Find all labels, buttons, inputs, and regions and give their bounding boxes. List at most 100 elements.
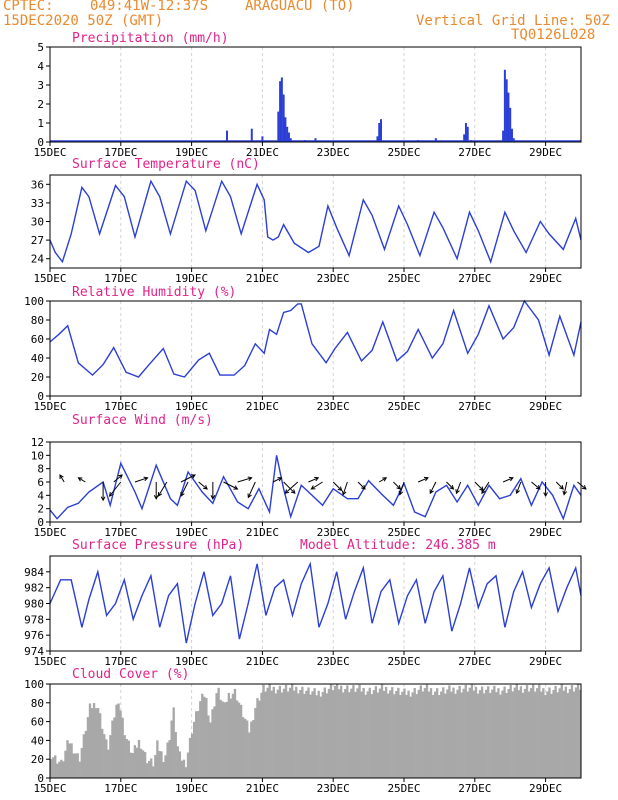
x-tick-label: 19DEC: [175, 655, 208, 668]
panel-title: Cloud Cover (%): [72, 667, 189, 682]
panel-title: Precipitation (mm/h): [72, 31, 229, 46]
cloud-bar: [317, 690, 320, 778]
cloud-bar: [229, 698, 233, 778]
wind-arrow-head: [247, 493, 252, 499]
cloud-bar: [148, 760, 151, 778]
wind-arrow-head: [559, 485, 564, 490]
cloud-bar: [460, 692, 463, 778]
wind-arrow: [308, 477, 319, 483]
wind-arrow: [429, 481, 437, 494]
cloud-bar: [348, 692, 351, 778]
panel-frame: [49, 555, 582, 652]
cloud-bar: [125, 738, 128, 778]
cloud-bar: [152, 766, 155, 778]
cloud-bar: [284, 684, 288, 778]
cloud-bar: [246, 720, 249, 778]
header-source: CPTEC:: [3, 0, 54, 14]
cloud-bar: [274, 693, 277, 778]
cloud-bar: [417, 689, 420, 778]
cloud-bar: [480, 686, 484, 778]
cloud-bar: [368, 687, 371, 778]
precip-bar: [284, 117, 287, 142]
cloud-bar: [544, 695, 547, 778]
cloud-bar: [435, 688, 439, 778]
y-tick-label: 0: [37, 136, 44, 149]
x-tick-label: 19DEC: [175, 146, 208, 159]
cloud-bar: [174, 732, 177, 778]
y-tick-label: 20: [31, 753, 44, 766]
wind-arrow: [531, 481, 541, 490]
wind-arrow-head: [108, 491, 114, 497]
cloud-bar: [303, 693, 306, 778]
cloud-bar: [438, 695, 441, 778]
cloud-bar: [315, 695, 318, 778]
x-tick-label: 15DEC: [33, 782, 66, 795]
cloud-bar: [419, 685, 422, 778]
cloud-bar: [154, 755, 157, 778]
cloud-bar: [50, 759, 53, 778]
x-tick-label: 25DEC: [387, 526, 420, 539]
precip-bar: [314, 138, 317, 142]
y-tick-label: 6: [37, 476, 44, 489]
y-tick-label: 100: [24, 295, 44, 308]
cloud-bar: [268, 684, 271, 778]
cloud-bar: [578, 689, 582, 778]
wind-arrow: [417, 477, 429, 483]
precip-bar: [464, 123, 467, 142]
cloud-bar: [129, 752, 132, 778]
cloud-bar: [354, 691, 357, 778]
cloud-bar: [493, 685, 496, 778]
cloud-bar: [66, 740, 69, 778]
cloud-bar: [534, 691, 537, 778]
panel-frame: [49, 300, 582, 397]
cloud-bar: [266, 687, 269, 778]
cloud-bar: [519, 686, 523, 778]
wind-arrow-head: [562, 490, 568, 496]
wind-arrow-head: [361, 485, 366, 490]
wind-arrow: [283, 481, 296, 494]
cloud-bar: [209, 722, 212, 778]
x-tick-label: 17DEC: [104, 782, 137, 795]
cloud-bar: [376, 692, 380, 778]
cloud-bar: [215, 693, 218, 778]
wind-arrow-head: [314, 476, 320, 482]
cloud-bar: [311, 691, 314, 778]
cloud-bar: [260, 692, 263, 778]
cloud-bar: [54, 755, 57, 778]
cloud-bar: [131, 753, 135, 778]
cloud-bar: [137, 739, 141, 778]
cloud-bar: [458, 685, 461, 778]
precip-bar: [250, 128, 253, 142]
wind-arrow: [342, 481, 348, 495]
cloud-bar: [113, 717, 116, 778]
header-vgrid: Vertical Grid Line: 50Z: [416, 13, 610, 29]
y-tick-label: 2: [37, 503, 44, 516]
wind-arrow-head: [398, 490, 404, 496]
cloud-bar: [370, 694, 373, 778]
cloud-bar: [548, 687, 551, 778]
precip-bar: [502, 130, 505, 142]
wind-arrow-head: [508, 476, 514, 482]
cloud-bar: [184, 767, 188, 778]
cloud-bar: [501, 690, 504, 778]
wind-arrow-head: [180, 491, 185, 497]
cloud-bar: [395, 691, 398, 778]
cloud-bar: [407, 690, 410, 778]
series-line: [49, 179, 582, 264]
cloud-bar: [270, 690, 273, 778]
y-tick-label: 40: [31, 734, 44, 747]
cloud-bar: [337, 689, 341, 778]
cloud-bar: [68, 743, 71, 778]
series-line: [49, 299, 582, 378]
cloud-bar: [164, 755, 167, 778]
cloud-bar: [143, 752, 147, 778]
cloud-bar: [72, 753, 75, 778]
cloud-bar: [188, 737, 192, 778]
cloud-bar: [111, 720, 114, 778]
cloud-bar: [248, 732, 251, 778]
precip-bar: [289, 138, 292, 142]
wind-arrow: [555, 481, 564, 490]
cloud-bar: [84, 730, 88, 778]
wind-arrow-head: [290, 489, 296, 494]
wind-arrow: [180, 481, 189, 497]
